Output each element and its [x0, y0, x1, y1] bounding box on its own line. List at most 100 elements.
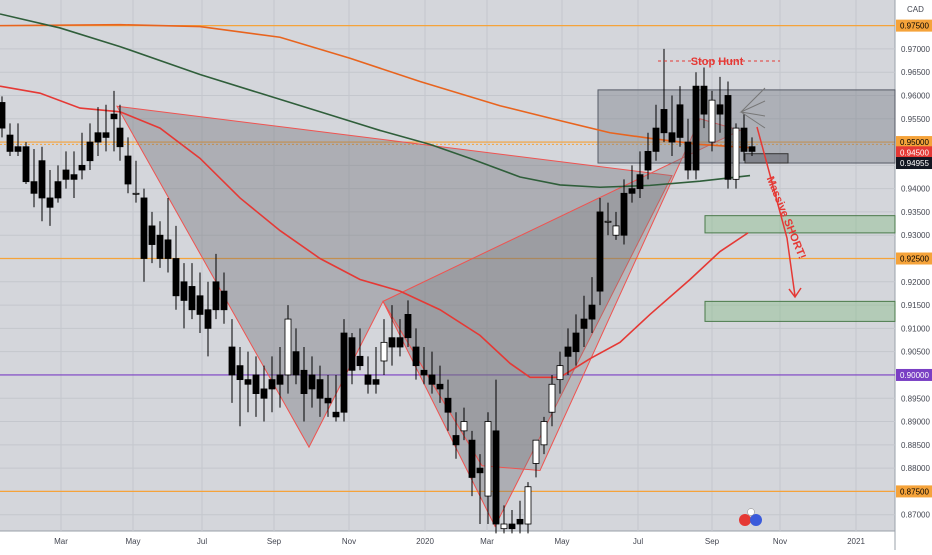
candle-body: [692, 85, 700, 171]
candle-body: [708, 99, 716, 143]
y-tick-label: 0.95500: [901, 115, 930, 124]
candle: [38, 146, 46, 222]
y-tick-label: 0.87000: [901, 511, 930, 520]
candle: [548, 374, 556, 427]
x-tick-label: Sep: [705, 537, 720, 546]
candle: [540, 416, 548, 455]
candle: [500, 505, 508, 534]
candle-body: [700, 85, 708, 115]
candle: [404, 300, 412, 348]
x-tick-label: Nov: [773, 537, 787, 546]
candle-body: [740, 127, 748, 152]
candle: [164, 197, 172, 273]
candle: [356, 328, 364, 371]
trade-drawing: [658, 60, 802, 299]
candle: [316, 365, 324, 417]
price-badge: 0.94955: [896, 157, 932, 170]
y-tick-label: 0.92000: [901, 278, 930, 287]
y-tick-label: 0.96500: [901, 68, 930, 77]
candle: [668, 95, 676, 157]
candle: [276, 347, 284, 408]
zone-rect: [597, 89, 896, 164]
candle-body: [324, 397, 332, 404]
candle-body: [684, 141, 692, 171]
candle: [54, 165, 62, 203]
candle-body: [716, 104, 724, 115]
price-badge: 0.87500: [896, 485, 932, 498]
candle-body: [372, 379, 380, 385]
price-badge: 0.95000: [896, 136, 932, 149]
y-tick-label: 0.89500: [901, 394, 930, 403]
candle-body: [548, 383, 556, 413]
candle: [196, 272, 204, 334]
candle: [292, 328, 300, 385]
candle: [148, 211, 156, 264]
candle-body: [556, 365, 564, 381]
candle: [636, 151, 644, 198]
candle-body: [468, 439, 476, 478]
candle: [476, 454, 484, 525]
candle: [172, 225, 180, 310]
price-badge-bg: [896, 485, 932, 498]
candle: [188, 263, 196, 320]
candle-body: [188, 286, 196, 311]
candle: [740, 114, 748, 161]
candle-body: [86, 141, 94, 162]
candle-body: [54, 181, 62, 199]
y-tick-label: 0.91500: [901, 301, 930, 310]
candle: [516, 500, 524, 534]
candle: [372, 347, 380, 394]
y-tick-label: 0.88000: [901, 464, 930, 473]
moving-average-line: [0, 13, 751, 189]
candle-body: [308, 374, 316, 390]
candle: [46, 170, 54, 226]
candle: [556, 351, 564, 394]
candle-body: [500, 523, 508, 530]
candle: [652, 104, 660, 161]
time-axis-background: [0, 531, 895, 550]
time-axis: Mar May Jul Sep Nov 2020 Mar May Jul Sep Nov 2021: [54, 537, 865, 546]
candle-body: [364, 374, 372, 385]
y-tick-label: 0.90500: [901, 348, 930, 357]
candle: [70, 151, 78, 198]
candle: [236, 347, 244, 427]
candle-body: [508, 523, 516, 530]
candle: [300, 347, 308, 422]
flag-circle-blue: [750, 514, 762, 526]
candle-body: [284, 318, 292, 376]
candle: [6, 123, 14, 157]
candle-body: [724, 95, 732, 180]
candle: [492, 379, 500, 534]
candle: [348, 333, 356, 385]
candle: [228, 319, 236, 403]
plot-background: [0, 0, 895, 531]
candle: [420, 347, 428, 385]
candle-body: [572, 332, 580, 353]
candle-body: [236, 365, 244, 381]
candle-body: [476, 467, 484, 474]
price-badge-label: 0.97500: [900, 22, 929, 31]
candle-body: [612, 225, 620, 236]
candle: [140, 188, 148, 282]
price-badge-label: 0.87500: [900, 487, 929, 496]
price-badge: 0.94500: [896, 146, 932, 159]
flag-counter-dot: [747, 508, 755, 516]
zone-rect: [704, 215, 896, 234]
price-badge: 0.90000: [896, 368, 932, 381]
price-badge-label: 0.94500: [900, 148, 929, 157]
x-tick-label: Jul: [197, 537, 207, 546]
candle-body: [172, 258, 180, 297]
price-badge-bg: [896, 19, 932, 32]
candle: [110, 90, 118, 152]
candle: [676, 86, 684, 147]
y-tick-label: 0.88500: [901, 441, 930, 450]
candle-body: [748, 146, 756, 152]
price-badge-label: 0.94955: [900, 159, 929, 168]
candle-body: [540, 421, 548, 446]
candle: [244, 351, 252, 413]
x-tick-label: Jul: [633, 537, 643, 546]
candle-body: [604, 220, 612, 223]
candle-body: [444, 397, 452, 413]
